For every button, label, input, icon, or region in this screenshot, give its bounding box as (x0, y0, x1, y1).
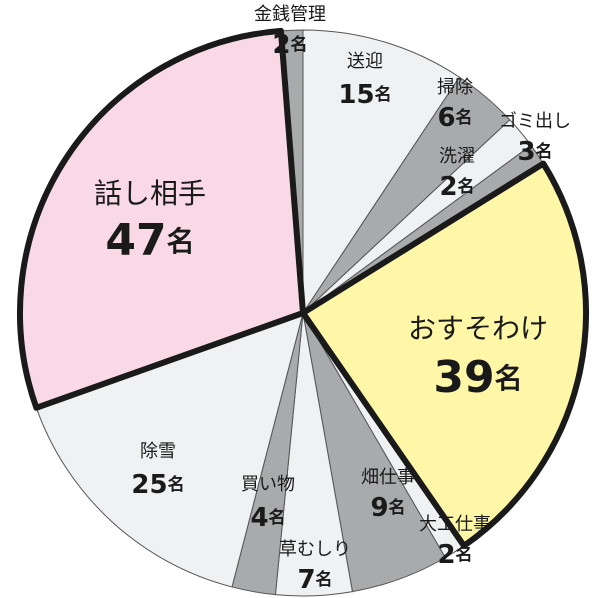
slice-label: 買い物 4名 (241, 474, 295, 533)
slice-label: 送迎 15名 (338, 51, 391, 110)
value-label: 7名 (297, 565, 332, 595)
category-label: 送迎 (347, 51, 383, 72)
value-label: 2名 (437, 540, 472, 570)
category-label: 金銭管理 (254, 4, 326, 25)
value-label: 6名 (437, 103, 472, 133)
value-number: 2 (437, 540, 455, 570)
value-number: 9 (370, 493, 388, 523)
slice-label: 畑仕事 9名 (361, 467, 415, 523)
value-label: 2名 (272, 30, 307, 60)
slice-label: ゴミ出し 3名 (499, 111, 571, 167)
value-label: 3名 (517, 137, 552, 167)
value-label: 9名 (370, 493, 405, 523)
value-number: 2 (439, 172, 457, 202)
pie-slice (302, 29, 460, 314)
value-unit: 名 (316, 569, 333, 590)
category-label: 買い物 (241, 474, 295, 495)
pie-slice (17, 27, 306, 411)
slice-label: 金銭管理 2名 (254, 4, 326, 60)
pie-slice (35, 312, 304, 588)
value-number: 3 (517, 137, 535, 167)
value-unit: 名 (269, 507, 286, 528)
category-label: 洗濯 (439, 146, 475, 167)
value-unit: 名 (458, 176, 475, 197)
value-unit: 名 (456, 544, 473, 565)
value-number: 2 (272, 30, 290, 60)
value-unit: 名 (375, 84, 392, 105)
value-number: 7 (297, 565, 315, 595)
value-label: 25名 (131, 470, 184, 500)
slice-label: 草むしり 7名 (279, 539, 351, 595)
value-number: 47 (105, 215, 166, 266)
value-number: 39 (433, 352, 494, 403)
value-number: 4 (250, 503, 268, 533)
value-label: 47名 (105, 215, 194, 266)
value-unit: 名 (168, 474, 185, 495)
value-unit: 名 (167, 225, 195, 258)
slice-label: 掃除 6名 (437, 77, 473, 133)
value-unit: 名 (536, 141, 553, 162)
value-number: 25 (131, 470, 167, 500)
category-label: 大工仕事 (419, 514, 491, 535)
value-unit: 名 (291, 34, 308, 55)
value-unit: 名 (456, 107, 473, 128)
value-label: 39名 (433, 352, 522, 403)
value-label: 4名 (250, 503, 285, 533)
category-label: ゴミ出し (499, 111, 571, 132)
slice-label: 話し相手 47名 (94, 177, 206, 266)
category-label: 除雪 (140, 441, 176, 462)
category-label: 話し相手 (94, 177, 206, 210)
category-label: おすそわけ (408, 312, 548, 345)
category-label: 掃除 (437, 77, 473, 98)
value-label: 2名 (439, 172, 474, 202)
slice-label: 大工仕事 2名 (419, 514, 491, 570)
value-unit: 名 (389, 497, 406, 518)
value-label: 15名 (338, 80, 391, 110)
category-label: 畑仕事 (361, 467, 415, 488)
category-label: 草むしり (279, 539, 351, 560)
pie-slice (300, 160, 589, 549)
slice-label: 除雪 25名 (131, 441, 184, 500)
slice-label: おすそわけ 39名 (408, 312, 548, 403)
value-number: 6 (437, 103, 455, 133)
value-unit: 名 (495, 362, 523, 395)
value-number: 15 (338, 80, 374, 110)
slice-label: 洗濯 2名 (439, 146, 475, 202)
